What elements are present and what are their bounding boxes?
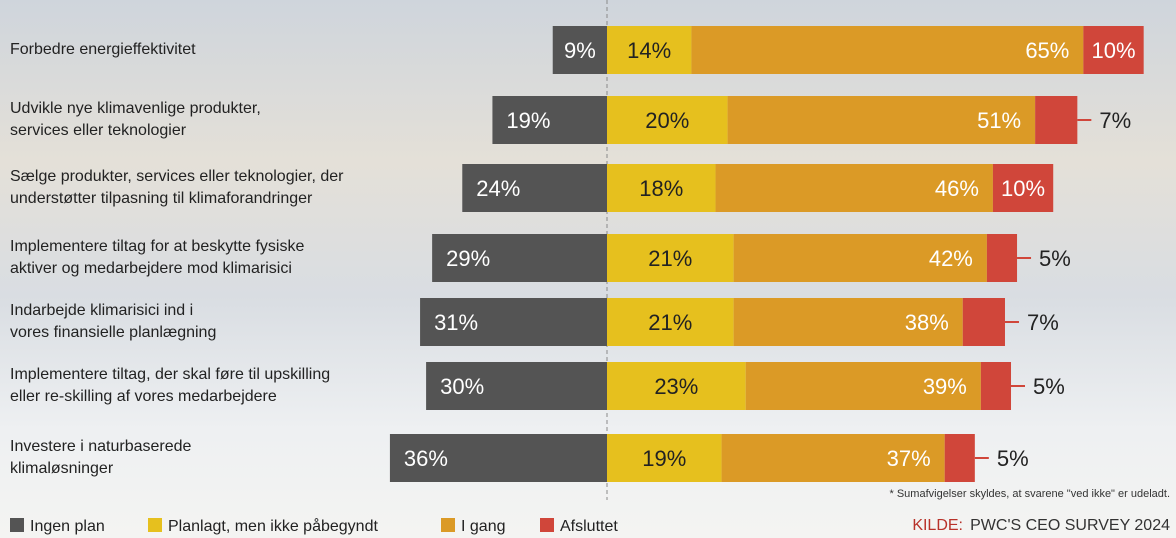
value-label: 7% [1099, 108, 1131, 133]
bar [987, 234, 1017, 282]
value-label: 5% [997, 446, 1029, 471]
legend-swatch [148, 518, 162, 532]
value-label: 9% [564, 38, 596, 63]
value-label: 7% [1027, 310, 1059, 335]
category-label: Udvikle nye klimavenlige produkter, serv… [10, 98, 261, 142]
legend-label: Planlagt, men ikke påbegyndt [168, 517, 378, 535]
value-label: 65% [1025, 38, 1069, 63]
source-label: KILDE: [912, 517, 963, 534]
category-label: Implementere tiltag, der skal føre til u… [10, 364, 330, 408]
value-label: 31% [434, 310, 478, 335]
legend-label: Afsluttet [560, 518, 618, 535]
category-label: Forbedre energieffektivitet [10, 39, 196, 61]
value-label: 14% [627, 38, 671, 63]
value-label: 21% [648, 246, 692, 271]
value-label: 36% [404, 446, 448, 471]
value-label: 5% [1033, 374, 1065, 399]
value-label: 37% [887, 446, 931, 471]
value-label: 10% [1091, 38, 1135, 63]
value-label: 5% [1039, 246, 1071, 271]
value-label: 21% [648, 310, 692, 335]
value-label: 39% [923, 374, 967, 399]
category-label: Indarbejde klimarisici ind i vores finan… [10, 300, 216, 344]
bar [1035, 96, 1077, 144]
value-label: 19% [642, 446, 686, 471]
value-label: 46% [935, 176, 979, 201]
value-label: 20% [645, 108, 689, 133]
bar [963, 298, 1005, 346]
value-label: 18% [639, 176, 683, 201]
chart: * Sumafvigelser skyldes, at svarene "ved… [0, 0, 1176, 538]
source: PWC'S CEO SURVEY 2024 [970, 517, 1170, 534]
value-label: 42% [929, 246, 973, 271]
value-label: 51% [977, 108, 1021, 133]
legend-label: I gang [461, 518, 505, 535]
value-label: 24% [476, 176, 520, 201]
category-label: Sælge produkter, services eller teknolog… [10, 166, 344, 210]
legend-swatch [540, 518, 554, 532]
category-label: Implementere tiltag for at beskytte fysi… [10, 236, 304, 280]
category-label: Investere i naturbaserede klimaløsninger [10, 436, 191, 480]
bar [981, 362, 1011, 410]
value-label: 19% [506, 108, 550, 133]
value-label: 30% [440, 374, 484, 399]
value-label: 10% [1001, 176, 1045, 201]
value-label: 29% [446, 246, 490, 271]
value-label: 23% [654, 374, 698, 399]
bar [945, 434, 975, 482]
legend-swatch [10, 518, 24, 532]
footnote: * Sumafvigelser skyldes, at svarene "ved… [890, 488, 1171, 500]
value-label: 38% [905, 310, 949, 335]
legend-label: Ingen plan [30, 518, 105, 535]
legend-swatch [441, 518, 455, 532]
